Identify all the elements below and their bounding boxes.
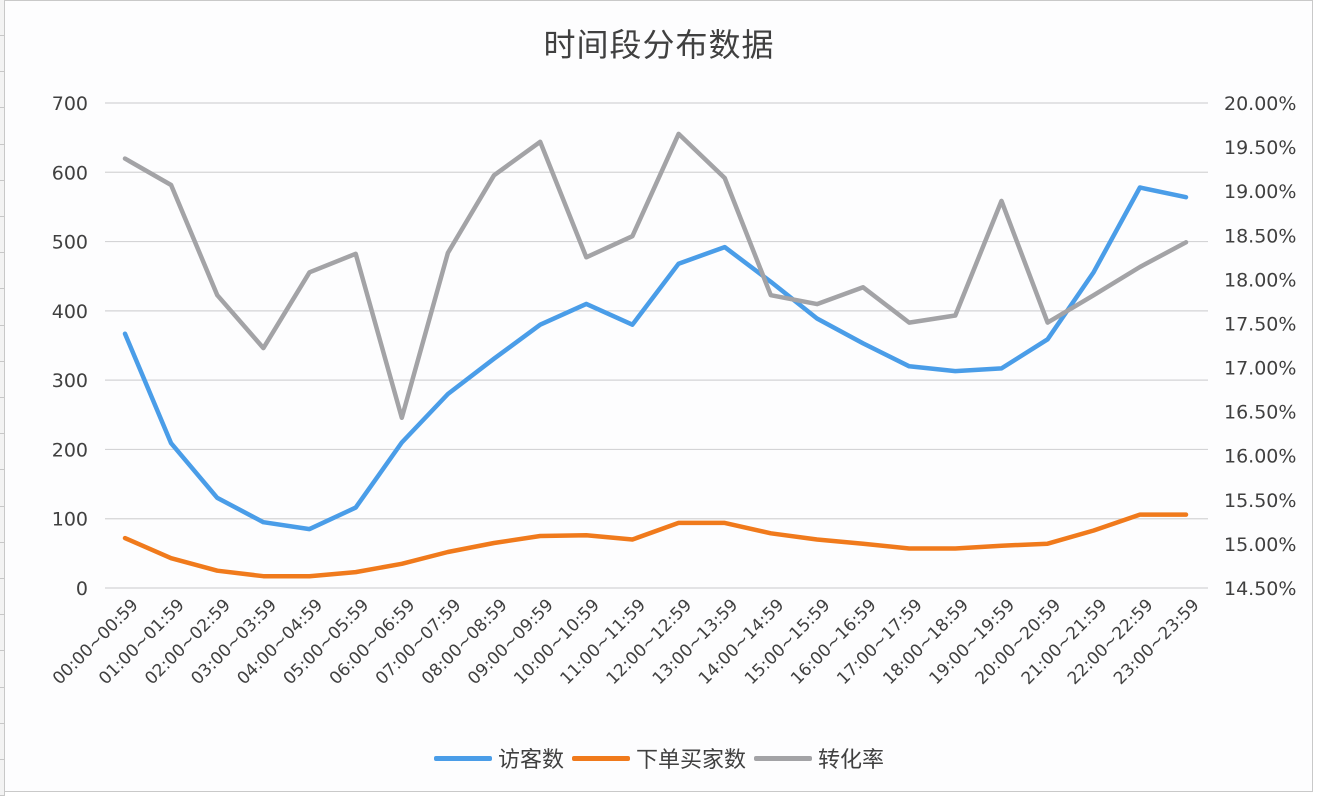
row-divider <box>0 397 4 398</box>
row-divider <box>0 759 4 760</box>
y2-tick-label: 19.00% <box>1224 181 1296 203</box>
series-line[interactable] <box>122 512 1189 579</box>
row-divider <box>0 542 4 543</box>
y2-tick-label: 15.50% <box>1224 490 1296 512</box>
row-divider <box>0 469 4 470</box>
row-divider <box>0 578 4 579</box>
y2-tick-label: 19.50% <box>1224 137 1296 159</box>
series-lines <box>122 131 1189 579</box>
y2-tick-label: 18.00% <box>1224 269 1296 291</box>
row-divider <box>0 361 4 362</box>
row-divider <box>0 506 4 507</box>
row-divider <box>0 35 4 36</box>
legend-line-swatch-icon <box>754 755 812 761</box>
legend-label: 访客数 <box>497 748 564 773</box>
legend-item-visitors[interactable]: 访客数 <box>433 742 564 774</box>
y-axis-right: 14.50% 15.00% 15.50% 16.00% 16.50% 17.00% 17.5… <box>1224 93 1296 600</box>
y-tick-label: 200 <box>52 439 88 461</box>
y2-tick-label: 15.00% <box>1224 534 1296 556</box>
y-tick-label: 0 <box>76 578 88 600</box>
legend-label: 转化率 <box>818 748 885 773</box>
chart-title: 时间段分布数据 <box>543 26 775 64</box>
y2-tick-label: 16.50% <box>1224 402 1296 424</box>
y-axis-left: 0 100 200 300 400 500 600 700 <box>52 93 88 600</box>
row-divider <box>0 723 4 724</box>
chart-frame[interactable] <box>5 0 1313 792</box>
row-divider <box>0 325 4 326</box>
y-tick-label: 700 <box>52 93 88 115</box>
y2-tick-label: 16.00% <box>1224 446 1296 468</box>
series-line[interactable] <box>122 131 1189 421</box>
row-divider <box>0 144 4 145</box>
series-line[interactable] <box>122 185 1189 532</box>
x-axis: 00:00~00:5901:00~01:5902:00~02:5903:00~0… <box>49 595 1204 689</box>
row-divider <box>0 252 4 253</box>
row-divider <box>0 614 4 615</box>
y-tick-label: 500 <box>52 232 88 254</box>
sheet-row-header-edge <box>0 0 5 796</box>
row-divider <box>0 687 4 688</box>
row-divider <box>0 216 4 217</box>
y2-tick-label: 20.00% <box>1224 93 1296 115</box>
row-divider <box>0 180 4 181</box>
y2-tick-label: 17.00% <box>1224 358 1296 380</box>
row-divider <box>0 650 4 651</box>
y2-tick-label: 17.50% <box>1224 313 1296 335</box>
y-tick-label: 100 <box>52 509 88 531</box>
row-divider <box>0 107 4 108</box>
y2-tick-label: 18.50% <box>1224 225 1296 247</box>
y-tick-label: 400 <box>52 301 88 323</box>
legend-item-buyers[interactable]: 下单买家数 <box>571 742 746 774</box>
gridlines <box>105 102 1208 589</box>
row-divider <box>0 288 4 289</box>
y-tick-label: 300 <box>52 370 88 392</box>
legend-line-swatch-icon <box>433 755 492 761</box>
y-tick-label: 600 <box>52 162 88 184</box>
y2-tick-label: 14.50% <box>1224 578 1296 600</box>
legend-label: 下单买家数 <box>635 748 746 773</box>
row-divider <box>0 71 4 72</box>
legend-item-conversion-rate[interactable]: 转化率 <box>754 742 884 774</box>
chart-legend: 访客数 下单买家数 转化率 <box>0 742 1318 774</box>
legend-line-swatch-icon <box>571 755 630 761</box>
row-divider <box>0 433 4 434</box>
